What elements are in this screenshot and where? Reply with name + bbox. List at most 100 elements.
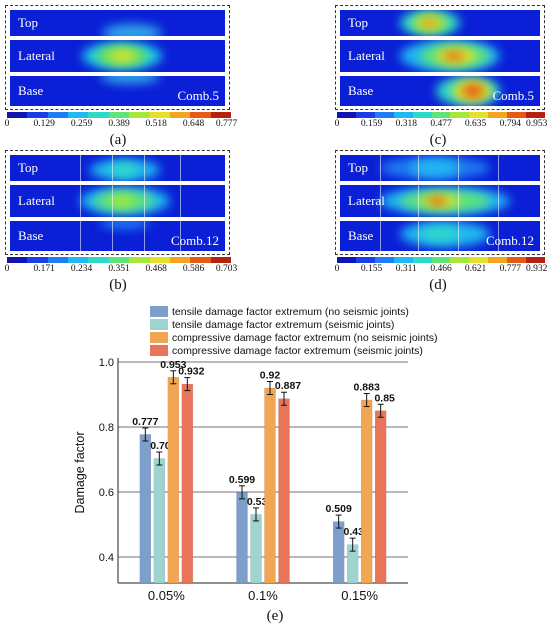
legend-label: compressive damage factor extremum (seis…	[172, 345, 423, 357]
colorbar-tick: 0	[4, 264, 10, 274]
data-label: 0.92	[260, 370, 281, 382]
data-label: 0.887	[275, 380, 301, 392]
colorbar-tick: 0	[4, 119, 10, 129]
colorbar	[337, 112, 545, 118]
colorbar-tick: 0.518	[145, 119, 167, 129]
colorbar-ticks: 0 0.129 0.259 0.389 0.518 0.648 0.777	[4, 119, 238, 131]
data-label: 0.777	[132, 416, 158, 428]
bar	[250, 514, 262, 584]
strip-top: Top	[10, 10, 225, 36]
panel-caption-c: (c)	[429, 132, 447, 148]
strip-label-base: Base	[348, 83, 374, 98]
legend-swatch	[150, 332, 168, 343]
colorbar-tick: 0.311	[395, 264, 417, 274]
bar	[167, 377, 180, 584]
strip-top: Top	[10, 155, 225, 181]
strip-label-base: Base	[348, 228, 374, 243]
strip-label-lateral: Lateral	[18, 48, 55, 63]
strip-label-lateral: Lateral	[348, 193, 385, 208]
colorbar-tick: 0.468	[145, 264, 167, 274]
strip-lateral: Lateral	[10, 40, 225, 72]
colorbar-tick: 0.234	[70, 264, 93, 274]
data-label: 0.883	[354, 382, 380, 394]
panel-caption-d: (d)	[429, 277, 447, 293]
colorbar	[337, 257, 545, 263]
strip-top: Top	[340, 155, 540, 181]
legend-swatch	[150, 306, 168, 317]
comb-label: Comb.5	[492, 88, 534, 103]
bar	[181, 383, 194, 584]
colorbar	[7, 112, 231, 118]
strip-lateral: Lateral	[340, 185, 540, 217]
x-tick-label: 0.15%	[341, 588, 378, 600]
colorbar-tick: 0.159	[360, 119, 383, 129]
colorbar-tick: 0.635	[464, 119, 487, 129]
colorbar	[7, 257, 231, 263]
y-tick-label: 0.8	[99, 422, 114, 434]
bar	[332, 521, 345, 584]
legend-label: compressive damage factor extremum (no s…	[172, 332, 438, 344]
bar	[139, 434, 152, 584]
strip-label-base: Base	[18, 228, 44, 243]
comb-label: Comb.12	[485, 233, 534, 248]
legend-swatch	[150, 319, 168, 330]
panel-caption-b: (b)	[109, 277, 127, 293]
colorbar-tick: 0.586	[182, 264, 205, 274]
legend-swatch	[150, 345, 168, 356]
contour-frame-c: Top Lateral Base Comb.5	[335, 5, 545, 110]
strip-label-lateral: Lateral	[348, 48, 385, 63]
strip-top: Top	[340, 10, 540, 36]
colorbar-tick: 0.318	[395, 119, 417, 129]
comb-label: Comb.5	[177, 88, 219, 103]
bar	[264, 387, 276, 584]
data-label: 0.85	[374, 392, 395, 404]
y-tick-label: 0.6	[99, 487, 114, 499]
data-label: 0.932	[178, 366, 204, 378]
strip-label-lateral: Lateral	[18, 193, 55, 208]
contour-frame-a: Top Lateral Base Comb.5	[5, 5, 230, 110]
strip-label-top: Top	[18, 15, 39, 30]
x-tick-label: 0.05%	[148, 588, 185, 600]
data-label: 0.953	[160, 359, 186, 371]
contour-frame-b: Top Lateral Base Comb.12	[5, 150, 230, 255]
colorbar-tick: 0.777	[215, 119, 238, 129]
bar	[360, 399, 373, 584]
strip-base: Base Comb.12	[340, 221, 540, 251]
strip-base: Base Comb.5	[340, 76, 540, 106]
colorbar-tick: 0.171	[33, 264, 55, 274]
colorbar-tick: 0.351	[108, 264, 130, 274]
strip-label-top: Top	[348, 160, 369, 175]
strip-base: Base Comb.12	[10, 221, 225, 251]
colorbar-tick: 0.259	[70, 119, 93, 129]
comb-label: Comb.12	[170, 233, 219, 248]
x-tick-label: 0.1%	[248, 588, 278, 600]
y-tick-label: 0.4	[99, 552, 114, 564]
bar	[153, 458, 166, 584]
y-tick-label: 1.0	[99, 357, 114, 369]
strip-lateral: Lateral	[340, 40, 540, 72]
colorbar-tick: 0	[334, 264, 340, 274]
strip-lateral: Lateral	[10, 185, 225, 217]
colorbar-tick: 0.648	[182, 119, 205, 129]
colorbar-tick: 0.477	[430, 119, 452, 129]
data-label: 0.599	[229, 474, 255, 486]
colorbar-tick: 0.953	[525, 119, 548, 129]
colorbar-tick: 0.703	[215, 264, 238, 274]
bar	[236, 492, 248, 584]
colorbar-tick: 0.129	[33, 119, 55, 129]
colorbar-ticks: 0 0.159 0.318 0.477 0.635 0.794 0.953	[334, 119, 548, 131]
colorbar-ticks: 0 0.171 0.234 0.351 0.468 0.586 0.703	[4, 264, 238, 276]
colorbar-tick: 0.155	[360, 264, 383, 274]
bar	[278, 398, 290, 584]
y-axis-label: Damage factor	[73, 432, 87, 514]
bar-chart: 0.40.60.81.00.7770.7030.9530.9320.05%0.5…	[73, 306, 438, 600]
legend-label: tensile damage factor extremum (seismic …	[172, 319, 394, 331]
colorbar-ticks: 0 0.155 0.311 0.466 0.621 0.777 0.932	[334, 264, 548, 276]
colorbar-tick: 0	[334, 119, 340, 129]
colorbar-tick: 0.621	[464, 264, 487, 274]
panel-caption-e: (e)	[266, 608, 284, 624]
legend-label: tensile damage factor extremum (no seism…	[172, 306, 409, 318]
bar	[374, 410, 387, 584]
contour-frame-d: Top Lateral Base Comb.12	[335, 150, 545, 255]
colorbar-tick: 0.466	[430, 264, 452, 274]
